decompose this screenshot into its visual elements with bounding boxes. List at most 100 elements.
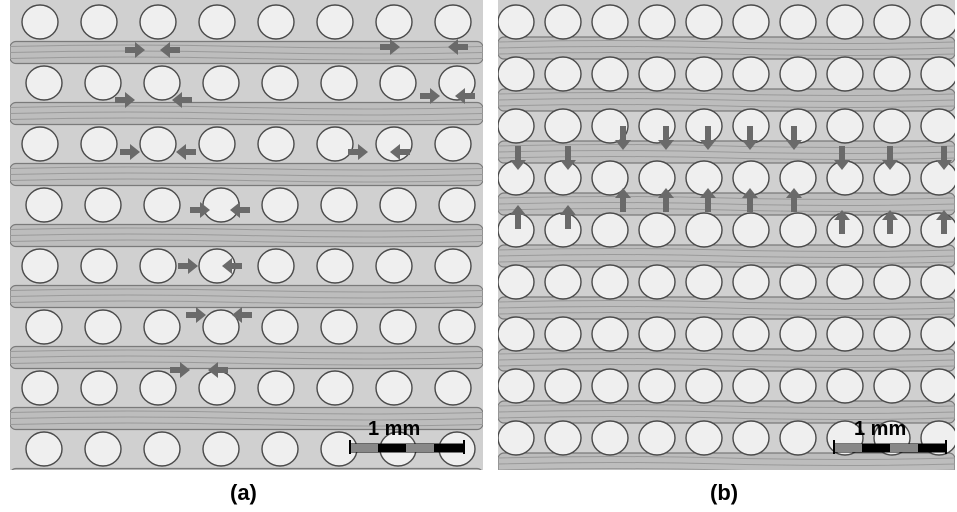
fiber-cross-section — [544, 420, 582, 456]
fiber-cross-section — [779, 56, 817, 92]
arrow-up-icon — [700, 188, 716, 212]
fiber-contour — [498, 352, 955, 356]
fiber-cross-section — [316, 370, 354, 406]
fiber-contour — [10, 178, 483, 183]
fiber-contour — [10, 239, 483, 244]
fiber-cross-section — [139, 248, 177, 284]
fiber-cross-section — [873, 316, 911, 352]
fiber-cross-section — [873, 264, 911, 300]
fiber-cross-section — [732, 420, 770, 456]
fiber-contour — [10, 294, 483, 299]
fiber-cross-section — [438, 187, 476, 223]
arrow-down-icon — [882, 146, 898, 170]
fiber-cross-section — [685, 4, 723, 40]
fiber-cross-section — [732, 316, 770, 352]
fiber-cross-section — [375, 4, 413, 40]
fiber-contour — [10, 56, 483, 61]
fiber-cross-section — [379, 187, 417, 223]
arrow-left-icon — [176, 144, 196, 160]
fiber-contour — [10, 288, 483, 293]
scale-bar-b: 1 mm — [832, 418, 952, 458]
fiber-cross-section — [685, 212, 723, 248]
fiber-cross-section — [84, 65, 122, 101]
fiber-cross-section — [202, 431, 240, 467]
fiber-cross-section — [320, 65, 358, 101]
fiber-contour — [498, 306, 955, 310]
arrow-left-icon — [160, 42, 180, 58]
arrow-up-icon — [560, 205, 576, 229]
fiber-cross-section — [375, 248, 413, 284]
fiber-contour — [10, 355, 483, 360]
fiber-cross-section — [591, 212, 629, 248]
arrow-down-icon — [786, 126, 802, 150]
fiber-contour — [498, 202, 955, 206]
fiber-contour — [498, 410, 955, 414]
fiber-cross-section — [143, 431, 181, 467]
fiber-contour — [10, 349, 483, 354]
fiber-cross-section — [826, 108, 864, 144]
fiber-cross-section — [25, 431, 63, 467]
fiber-cross-section — [261, 65, 299, 101]
arrow-up-icon — [882, 210, 898, 234]
fiber-cross-section — [434, 4, 472, 40]
fiber-cross-section — [21, 4, 59, 40]
fiber-cross-section — [779, 316, 817, 352]
arrow-left-icon — [448, 39, 468, 55]
fiber-cross-section — [920, 56, 955, 92]
fiber-cross-section — [434, 126, 472, 162]
fiber-cross-section — [826, 56, 864, 92]
fiber-cross-section — [685, 420, 723, 456]
arrow-right-icon — [115, 92, 135, 108]
fiber-cross-section — [873, 108, 911, 144]
fiber-cross-section — [202, 309, 240, 345]
arrow-up-icon — [786, 188, 802, 212]
fiber-cross-section — [544, 108, 582, 144]
fiber-cross-section — [920, 108, 955, 144]
fiber-cross-section — [638, 4, 676, 40]
arrow-down-icon — [936, 146, 952, 170]
arrow-left-icon — [232, 307, 252, 323]
fiber-cross-section — [434, 248, 472, 284]
fiber-contour — [498, 196, 955, 200]
fiber-cross-section — [21, 370, 59, 406]
scale-bar-graphic-b — [833, 440, 947, 454]
fiber-contour — [498, 104, 955, 108]
fiber-cross-section — [685, 160, 723, 196]
horizontal-fiber — [11, 467, 482, 470]
fiber-cross-section — [316, 248, 354, 284]
caption-a: (a) — [230, 480, 257, 505]
scale-bar-graphic-a — [349, 440, 465, 454]
fiber-cross-section — [685, 264, 723, 300]
fiber-cross-section — [498, 56, 535, 92]
fiber-cross-section — [375, 126, 413, 162]
fiber-cross-section — [257, 4, 295, 40]
fiber-cross-section — [316, 126, 354, 162]
fiber-contour — [10, 422, 483, 427]
fiber-contour — [498, 358, 955, 362]
fiber-cross-section — [498, 368, 535, 404]
fiber-contour — [498, 364, 955, 368]
fiber-cross-section — [544, 56, 582, 92]
fiber-contour — [10, 111, 483, 116]
fiber-cross-section — [25, 187, 63, 223]
fiber-cross-section — [826, 368, 864, 404]
arrow-right-icon — [186, 307, 206, 323]
fiber-cross-section — [638, 108, 676, 144]
arrow-right-icon — [178, 258, 198, 274]
fiber-cross-section — [139, 370, 177, 406]
fiber-contour — [10, 172, 483, 177]
arrow-right-icon — [420, 88, 440, 104]
fiber-cross-section — [638, 56, 676, 92]
arrow-down-icon — [510, 146, 526, 170]
fiber-cross-section — [544, 264, 582, 300]
fiber-contour — [498, 98, 955, 102]
fiber-cross-section — [591, 420, 629, 456]
scale-bar-label-b: 1 mm — [854, 418, 907, 440]
fiber-cross-section — [257, 248, 295, 284]
caption-b: (b) — [710, 480, 739, 505]
fiber-cross-section — [84, 431, 122, 467]
arrow-up-icon — [510, 205, 526, 229]
fiber-cross-section — [544, 4, 582, 40]
micro-ct-panel-a: 1 mm — [10, 0, 483, 470]
fiber-cross-section — [779, 212, 817, 248]
